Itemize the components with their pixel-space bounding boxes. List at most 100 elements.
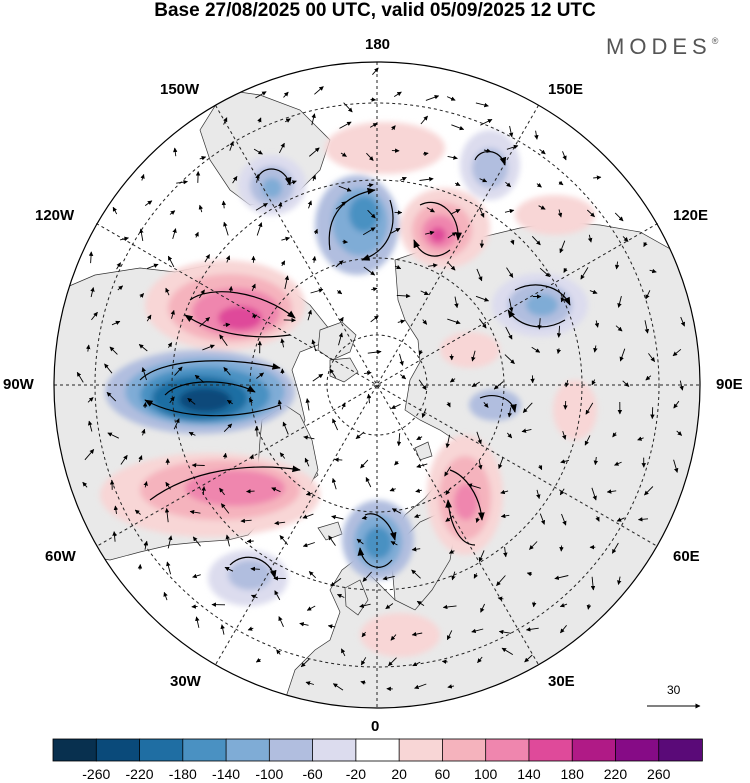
- wind-vector: [480, 603, 486, 613]
- wind-vector: [370, 315, 379, 323]
- wind-vector: [204, 254, 210, 263]
- colorbar-tick-label: -20: [345, 766, 366, 782]
- wind-vector: [360, 459, 369, 469]
- wind-vector: [442, 604, 457, 610]
- wind-vector: [342, 239, 348, 245]
- wind-vector: [645, 290, 651, 300]
- wind-vector: [467, 483, 481, 489]
- wind-vector: [282, 421, 289, 435]
- wind-vector: [372, 67, 379, 75]
- wind-vector: [310, 288, 324, 294]
- wind-vector: [365, 476, 372, 488]
- arctic-islands: [317, 321, 357, 361]
- wind-vector: [112, 206, 118, 215]
- wind-vector: [560, 292, 566, 303]
- wind-vector: [332, 683, 344, 691]
- lon-label-90e: 90E: [716, 376, 743, 393]
- wind-vector: [471, 350, 476, 362]
- wind-vector: [116, 262, 121, 270]
- wind-vector: [559, 240, 566, 254]
- colorbar-swatch: [139, 738, 184, 762]
- wind-vector: [362, 227, 376, 236]
- lon-label-30w: 30W: [170, 673, 201, 690]
- wind-vector: [367, 183, 374, 188]
- wind-vector: [142, 402, 148, 409]
- wind-vector: [165, 481, 171, 490]
- wind-vector: [246, 489, 255, 494]
- wind-vector: [554, 575, 569, 580]
- wind-vector: [534, 130, 539, 140]
- wind-vector: [445, 487, 452, 495]
- wind-vector: [414, 683, 427, 690]
- wind-vector: [593, 345, 598, 353]
- wind-vector: [475, 295, 490, 302]
- wind-vector: [454, 181, 461, 187]
- wind-vector: [219, 487, 225, 496]
- colorbar-swatch: [225, 738, 271, 762]
- wind-vector: [219, 334, 228, 346]
- wind-vector: [104, 363, 113, 374]
- wind-vector: [416, 435, 423, 441]
- wind-vector: [394, 460, 399, 466]
- wind-vector: [539, 513, 546, 525]
- wind-vector: [232, 176, 238, 184]
- wind-vector: [421, 408, 427, 418]
- colorbar-swatch: [95, 738, 141, 762]
- wind-vector: [338, 185, 352, 192]
- wind-vector: [250, 594, 258, 599]
- wind-vector: [556, 348, 562, 354]
- wind-vector: [412, 661, 421, 667]
- map-title: Base 27/08/2025 00 UTC, valid 05/09/2025…: [154, 0, 596, 21]
- wind-vector: [253, 148, 263, 155]
- wind-vector: [446, 96, 456, 101]
- wind-vector: [558, 180, 564, 186]
- wind-vector: [311, 174, 316, 181]
- wind-vector: [199, 156, 207, 161]
- wind-vector: [447, 155, 458, 160]
- wind-vector: [247, 626, 254, 631]
- wind-vector: [385, 603, 394, 610]
- wind-vector: [478, 550, 485, 563]
- wind-vector: [312, 373, 324, 382]
- wind-vector: [330, 578, 342, 587]
- wind-vector: [314, 86, 324, 95]
- wind-vector: [562, 430, 567, 440]
- wind-vector: [334, 457, 343, 463]
- wind-vector: [280, 260, 286, 267]
- wind-vector: [556, 325, 562, 338]
- wind-vector: [390, 634, 397, 641]
- wind-vector: [303, 435, 315, 440]
- wind-vector: [497, 596, 504, 601]
- wind-vector: [109, 346, 118, 355]
- wind-vector: [622, 236, 629, 242]
- wind-vector: [120, 454, 128, 465]
- wind-vector: [257, 117, 262, 123]
- wind-vector: [198, 204, 204, 213]
- wind-vector: [447, 232, 457, 239]
- wind-vector: [615, 325, 623, 332]
- wind-vector: [531, 601, 537, 608]
- wind-vector: [305, 491, 313, 496]
- wind-vector: [251, 283, 256, 291]
- wind-vector: [475, 517, 480, 523]
- wind-vector: [143, 540, 149, 550]
- lon-label-90w: 90W: [3, 376, 34, 393]
- wind-vector: [256, 222, 263, 236]
- wind-vector: [313, 228, 318, 235]
- wind-vector: [617, 576, 622, 585]
- wind-vector: [483, 148, 492, 153]
- wind-vector: [507, 407, 512, 418]
- wind-vector: [223, 367, 231, 376]
- wind-vector: [522, 402, 533, 413]
- wind-vector: [229, 141, 234, 151]
- wind-vector: [249, 454, 254, 460]
- wind-vector: [589, 289, 598, 294]
- wind-vector: [167, 255, 175, 268]
- wind-vector: [271, 487, 281, 493]
- colorbar-swatch: [441, 738, 487, 762]
- colorbar-swatch: [312, 738, 357, 762]
- wind-vector: [560, 459, 570, 464]
- wind-vector: [88, 251, 94, 264]
- wind-vector: [248, 397, 254, 404]
